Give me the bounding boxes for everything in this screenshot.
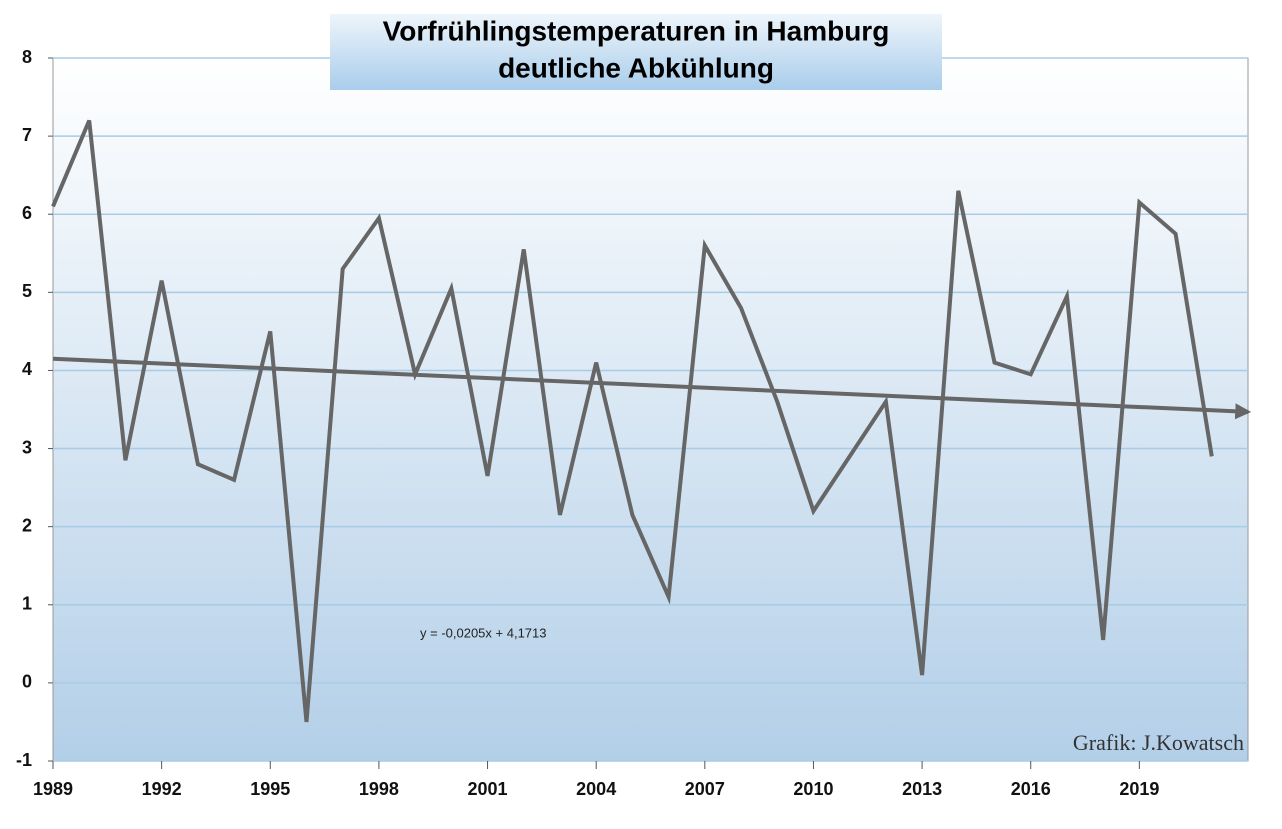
y-tick-label: 1 bbox=[22, 594, 32, 614]
trend-line bbox=[52, 356, 1252, 420]
x-tick-label: 2004 bbox=[576, 779, 616, 799]
y-tick-label: 7 bbox=[22, 125, 32, 145]
y-tick-label: 5 bbox=[22, 281, 32, 301]
y-tick-label: 6 bbox=[22, 203, 32, 223]
plot-area bbox=[52, 57, 1249, 762]
y-tick-label: 8 bbox=[22, 47, 32, 67]
x-tick-label: 2010 bbox=[793, 779, 833, 799]
credit: Grafik: J.Kowatsch bbox=[1073, 730, 1244, 755]
x-tick-label: 2019 bbox=[1119, 779, 1159, 799]
x-tick-label: 1992 bbox=[142, 779, 182, 799]
title-box bbox=[330, 14, 942, 90]
y-tick-label: 3 bbox=[22, 437, 32, 457]
data-line bbox=[51, 119, 1214, 723]
x-tick-label: 2016 bbox=[1011, 779, 1051, 799]
x-tick-label: 1995 bbox=[250, 779, 290, 799]
y-tick-label: 0 bbox=[22, 672, 32, 692]
x-tick-label: 2013 bbox=[902, 779, 942, 799]
y-tick-label: -1 bbox=[16, 750, 32, 770]
y-tick-label: 4 bbox=[22, 359, 32, 379]
x-tick-label: 1989 bbox=[33, 779, 73, 799]
x-tick-label: 1998 bbox=[359, 779, 399, 799]
y-tick-label: 2 bbox=[22, 515, 32, 535]
chart-subtitle: deutliche Abkühlung bbox=[498, 52, 774, 83]
chart-title: Vorfrühlingstemperaturen in Hamburg bbox=[383, 15, 890, 46]
x-tick-label: 2001 bbox=[468, 779, 508, 799]
trend-equation: y = -0,0205x + 4,1713 bbox=[420, 625, 546, 640]
x-tick-label: 2007 bbox=[685, 779, 725, 799]
